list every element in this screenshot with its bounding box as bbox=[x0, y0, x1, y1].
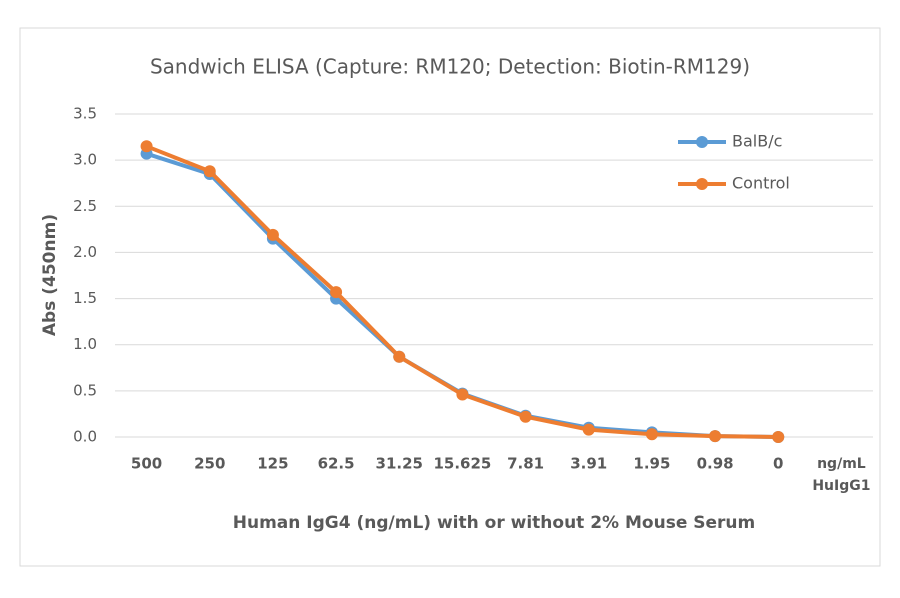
x-tick-label: 15.625 bbox=[433, 455, 491, 473]
legend-marker bbox=[696, 178, 708, 190]
legend-marker bbox=[696, 136, 708, 148]
data-point bbox=[772, 431, 785, 443]
data-point bbox=[456, 388, 469, 401]
x-tick-label: 0.98 bbox=[697, 455, 734, 473]
data-point bbox=[203, 165, 216, 178]
y-tick-label: 2.0 bbox=[73, 243, 97, 261]
data-point bbox=[709, 430, 722, 443]
legend-label: BalB/c bbox=[732, 132, 782, 151]
data-point bbox=[140, 140, 153, 153]
x-unit-label: HuIgG1 bbox=[812, 478, 870, 494]
x-tick-label: 500 bbox=[131, 455, 162, 473]
data-point bbox=[393, 350, 406, 363]
y-tick-label: 3.5 bbox=[73, 105, 97, 123]
x-tick-label: 125 bbox=[257, 455, 288, 473]
data-point bbox=[645, 428, 658, 441]
data-point bbox=[519, 410, 532, 423]
y-tick-label: 1.5 bbox=[73, 289, 97, 307]
data-point bbox=[266, 228, 279, 241]
y-axis-label: Abs (450nm) bbox=[40, 214, 60, 336]
legend-label: Control bbox=[732, 174, 790, 193]
y-tick-label: 2.5 bbox=[73, 197, 97, 215]
chart-title: Sandwich ELISA (Capture: RM120; Detectio… bbox=[150, 55, 750, 79]
y-tick-label: 0.0 bbox=[73, 428, 97, 446]
y-tick-label: 1.0 bbox=[73, 335, 97, 353]
x-tick-label: 250 bbox=[194, 455, 225, 473]
x-tick-label: 7.81 bbox=[507, 455, 544, 473]
y-tick-label: 3.0 bbox=[73, 151, 97, 169]
y-tick-label: 0.5 bbox=[73, 381, 97, 399]
data-point bbox=[582, 423, 595, 436]
x-axis-label: Human IgG4 (ng/mL) with or without 2% Mo… bbox=[233, 513, 755, 533]
x-tick-label: 0 bbox=[773, 455, 783, 473]
x-unit-label: ng/mL bbox=[817, 456, 866, 472]
chart-border bbox=[19, 27, 881, 567]
x-tick-label: 62.5 bbox=[318, 455, 355, 473]
x-tick-label: 3.91 bbox=[570, 455, 607, 473]
x-tick-label: 31.25 bbox=[376, 455, 423, 473]
data-point bbox=[330, 286, 343, 299]
x-tick-label: 1.95 bbox=[633, 455, 670, 473]
